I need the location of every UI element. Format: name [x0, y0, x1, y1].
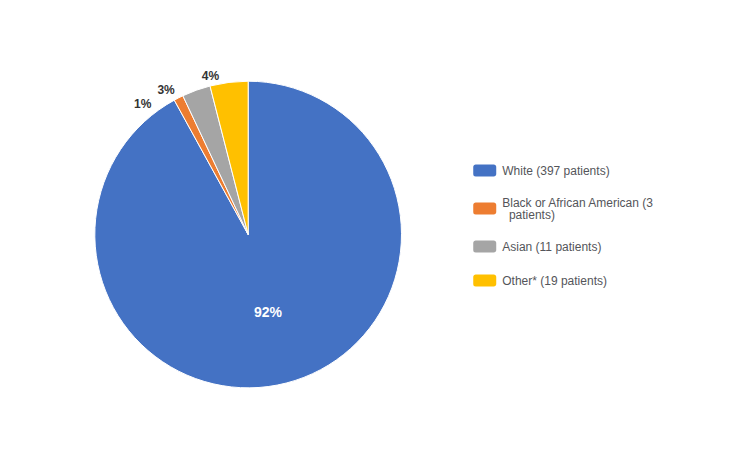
svg-text:1%: 1% — [134, 97, 152, 111]
svg-text:4%: 4% — [202, 69, 220, 83]
svg-text:3%: 3% — [157, 83, 175, 97]
svg-text:White (397 patients): White (397 patients) — [502, 164, 609, 178]
svg-text:patients): patients) — [502, 208, 555, 222]
svg-text:Black or African American (3: Black or African American (3 — [502, 195, 653, 210]
svg-text:Asian (11 patients): Asian (11 patients) — [502, 240, 601, 254]
svg-text:92%: 92% — [254, 304, 283, 320]
svg-text:Other* (19 patients): Other* (19 patients) — [502, 274, 607, 288]
